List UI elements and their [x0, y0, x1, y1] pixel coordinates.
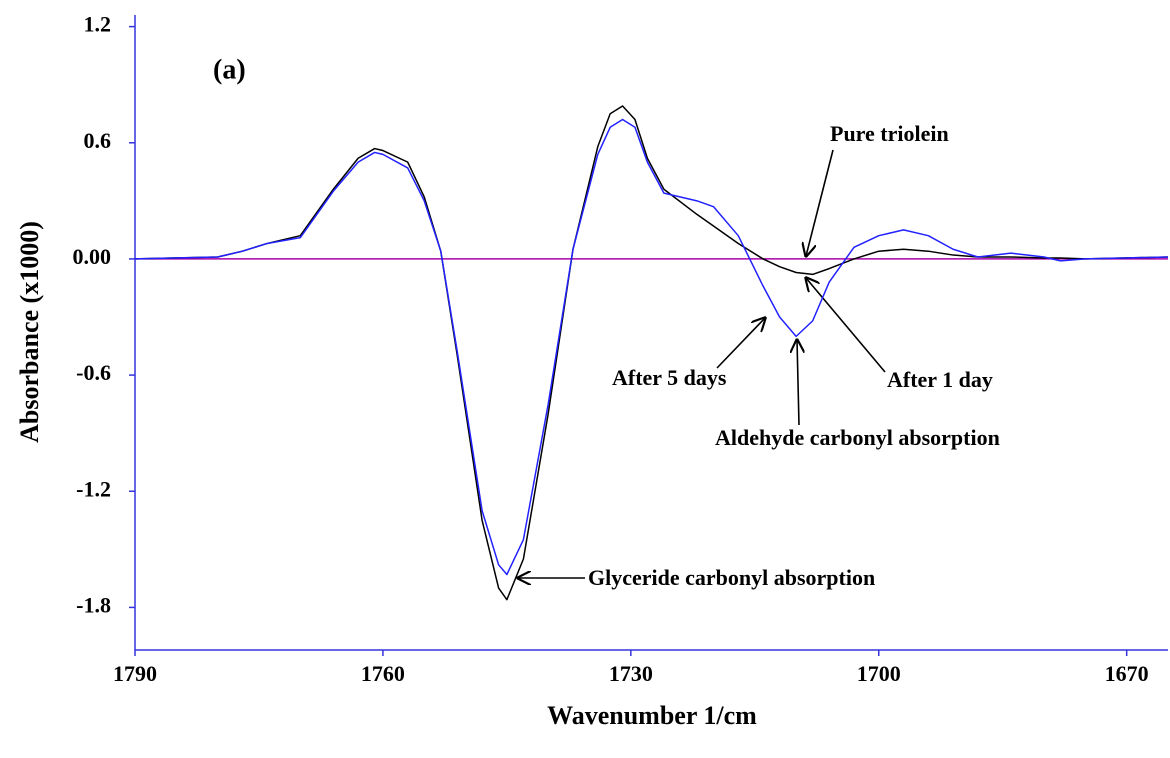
y-tick-label: -1.8	[76, 592, 111, 617]
annotation: (a)	[213, 54, 246, 85]
arrow	[806, 278, 886, 373]
series-label: After 1 day	[887, 367, 993, 392]
y-tick-label: 1.2	[84, 12, 112, 37]
series-label: Pure triolein	[830, 121, 949, 146]
data-line	[134, 118, 1169, 576]
arrow	[806, 149, 834, 256]
x-tick-label: 1730	[609, 661, 653, 686]
annotation: Glyceride carbonyl absorption	[588, 565, 875, 590]
x-tick-label: 1700	[857, 661, 901, 686]
data-line	[134, 105, 1169, 601]
x-axis-label: Wavenumber 1/cm	[547, 701, 757, 730]
annotation: Aldehyde carbonyl absorption	[715, 425, 1000, 450]
arrow	[716, 318, 765, 369]
series-label: After 5 days	[612, 365, 727, 390]
y-tick-label: -1.2	[76, 476, 111, 501]
y-axis-label: Absorbance (x1000)	[15, 221, 44, 443]
x-tick-label: 1670	[1105, 661, 1149, 686]
y-tick-label: 0.00	[73, 244, 112, 269]
y-tick-label: 0.6	[84, 128, 112, 153]
y-tick-label: -0.6	[76, 360, 111, 385]
x-tick-label: 1790	[113, 661, 157, 686]
annotation-arrows	[518, 149, 886, 578]
arrow	[797, 340, 799, 426]
x-tick-label: 1760	[361, 661, 405, 686]
